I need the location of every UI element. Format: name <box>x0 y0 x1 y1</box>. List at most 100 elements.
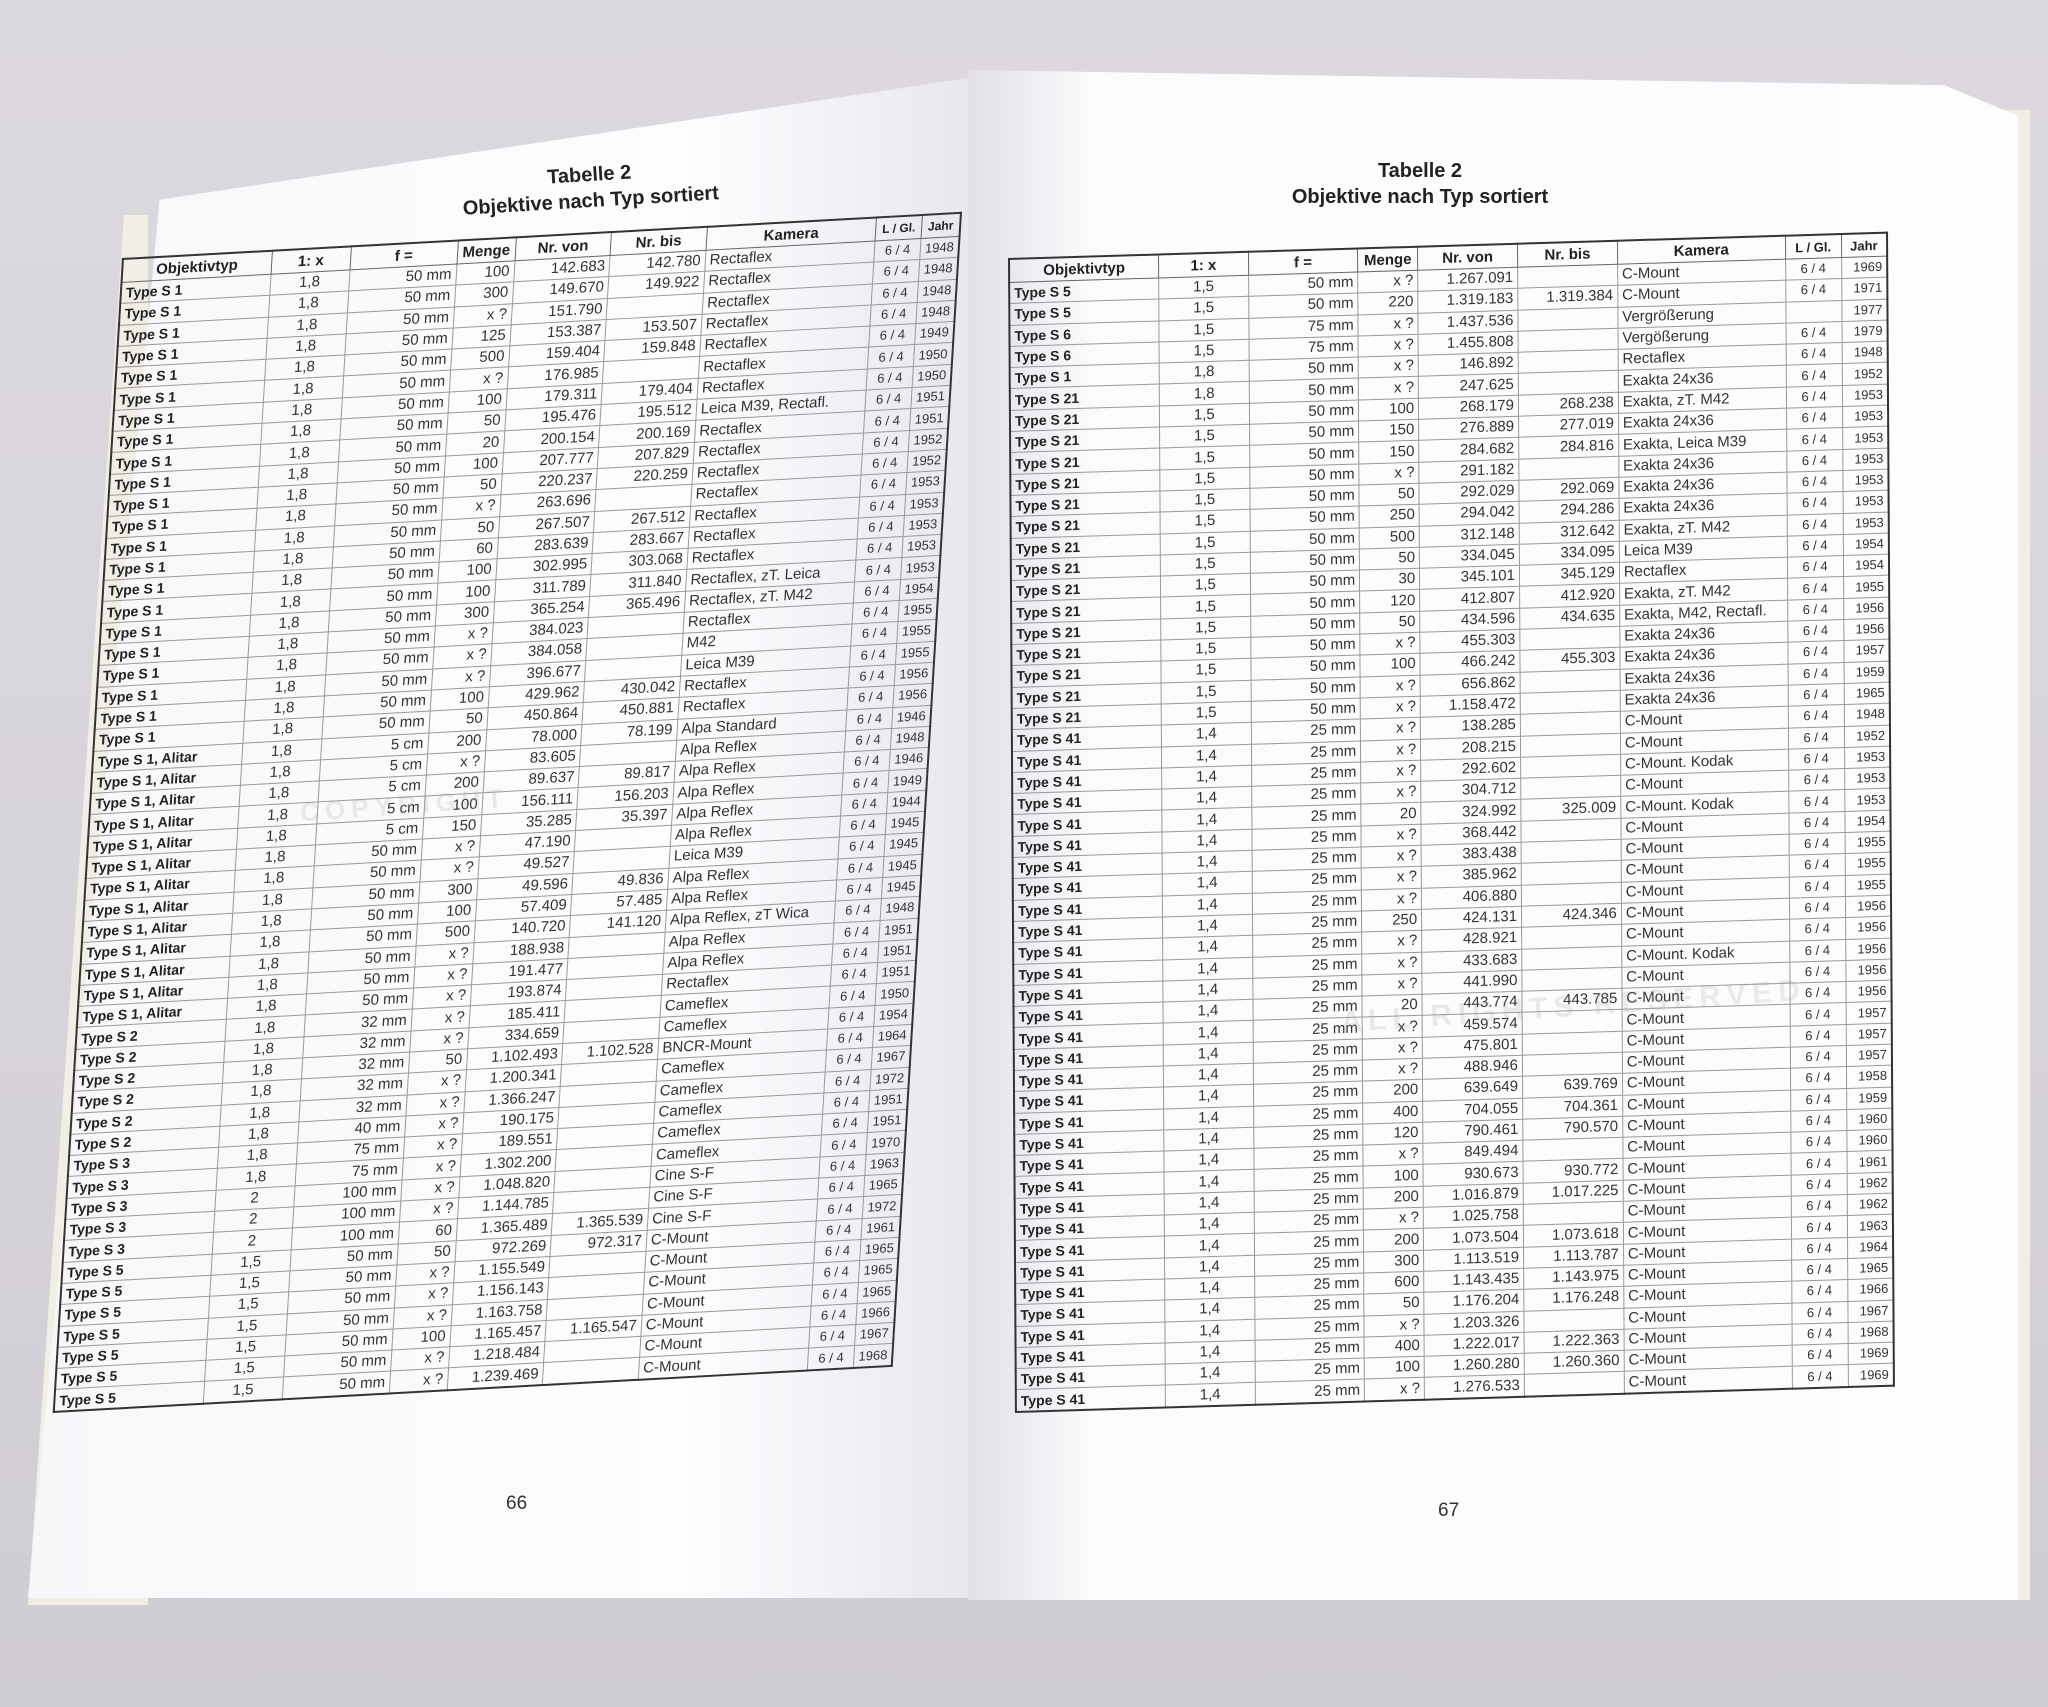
aperture-cell: 1,4 <box>1163 1063 1254 1088</box>
serial-to-cell: 284.816 <box>1518 434 1619 459</box>
aperture-cell: 1,4 <box>1163 1148 1254 1173</box>
year-cell: 1953 <box>1841 383 1889 407</box>
aperture-cell: 1,4 <box>1164 1212 1255 1237</box>
quantity-cell: 200 <box>1363 1185 1424 1210</box>
lenses-groups-cell: 6 / 4 <box>1788 789 1845 813</box>
lenses-groups-cell: 6 / 4 <box>857 515 905 540</box>
quantity-cell: 100 <box>443 452 504 477</box>
aperture-cell: 1,4 <box>1163 1084 1254 1109</box>
serial-from-cell: 1.239.469 <box>446 1363 544 1391</box>
quantity-cell: 120 <box>1362 1122 1424 1146</box>
aperture-cell: 1,5 <box>1159 339 1249 364</box>
serial-to-cell <box>1518 370 1619 395</box>
quantity-cell: 200 <box>427 729 487 754</box>
quantity-cell: x ? <box>1362 1058 1423 1082</box>
year-cell: 1956 <box>1845 958 1892 982</box>
year-cell: 1955 <box>1844 831 1891 854</box>
year-cell: 1945 <box>881 875 922 899</box>
lenses-groups-cell: 6 / 4 <box>811 1282 859 1306</box>
year-cell: 1952 <box>1841 362 1888 386</box>
quantity-cell: 50 <box>442 473 502 499</box>
year-cell: 1950 <box>913 342 954 367</box>
year-cell: 1948 <box>1841 341 1888 364</box>
quantity-cell: x ? <box>410 1006 470 1031</box>
focal-length-cell: 25 mm <box>1254 1358 1365 1383</box>
quantity-cell: 60 <box>438 537 499 563</box>
lenses-groups-cell: 6 / 4 <box>1791 1237 1848 1261</box>
year-cell: 1954 <box>873 1003 914 1027</box>
aperture-cell: 1,4 <box>1161 765 1252 790</box>
quantity-cell: 300 <box>418 878 478 903</box>
aperture-cell: 1,5 <box>1161 679 1251 704</box>
year-cell: 1946 <box>889 747 929 771</box>
serial-from-cell: 1.437.536 <box>1418 309 1519 335</box>
year-cell: 1952 <box>906 449 947 473</box>
serial-to-cell: 292.069 <box>1518 477 1619 502</box>
focal-length-cell: 25 mm <box>1254 1336 1365 1362</box>
serial-from-cell: 292.602 <box>1420 757 1521 782</box>
quantity-cell: x ? <box>400 1176 460 1202</box>
lenses-groups-cell: 6 / 4 <box>829 983 877 1008</box>
serial-to-cell: 1.319.384 <box>1517 285 1618 310</box>
serial-from-cell: 268.179 <box>1418 394 1519 420</box>
year-cell: 1970 <box>866 1130 906 1155</box>
quantity-cell: x ? <box>1361 845 1422 869</box>
col-header-serial-from: Nr. von <box>1417 243 1518 271</box>
year-cell: 1959 <box>1843 660 1890 684</box>
quantity-cell: x ? <box>405 1091 465 1116</box>
year-cell: 1954 <box>1842 532 1889 556</box>
focal-length-cell: 25 mm <box>1253 1209 1364 1234</box>
quantity-cell: 200 <box>1362 1079 1423 1103</box>
serial-from-cell: 292.029 <box>1419 480 1520 505</box>
aperture-cell: 1,4 <box>1164 1169 1254 1194</box>
focal-length-cell: 50 mm <box>1248 272 1358 297</box>
serial-to-cell: 325.009 <box>1520 796 1621 821</box>
serial-from-cell: 276.889 <box>1418 416 1519 441</box>
year-cell: 1960 <box>1846 1108 1893 1131</box>
serial-to-cell <box>1524 1371 1625 1397</box>
focal-length-cell: 25 mm <box>1252 932 1362 957</box>
serial-from-cell: 434.596 <box>1419 607 1520 633</box>
quantity-cell: 250 <box>1361 909 1422 933</box>
quantity-cell: 250 <box>1359 504 1420 528</box>
serial-from-cell: 1.267.091 <box>1417 267 1518 292</box>
aperture-cell: 1,4 <box>1163 1105 1254 1130</box>
year-cell: 1951 <box>910 385 951 409</box>
quantity-cell: 100 <box>417 899 477 925</box>
quantity-cell: 500 <box>450 346 510 371</box>
aperture-cell: 1,4 <box>1164 1191 1254 1216</box>
lenses-groups-cell: 6 / 4 <box>1786 534 1843 558</box>
serial-from-cell: 385.962 <box>1421 863 1522 888</box>
lenses-groups-cell: 6 / 4 <box>1791 1279 1848 1303</box>
lenses-groups-cell: 6 / 4 <box>1786 491 1843 515</box>
lenses-groups-cell: 6 / 4 <box>862 430 910 454</box>
year-cell: 1945 <box>885 811 926 835</box>
serial-from-cell: 424.131 <box>1421 906 1522 931</box>
quantity-cell: x ? <box>409 1027 469 1052</box>
quantity-cell: x ? <box>1358 312 1419 336</box>
quantity-cell: x ? <box>1360 781 1422 805</box>
lenses-groups-cell <box>1785 300 1842 324</box>
aperture-cell: 1,5 <box>1158 317 1249 342</box>
quantity-cell: x ? <box>1360 717 1421 741</box>
quantity-cell: x ? <box>1361 930 1422 954</box>
serial-from-cell: 412.807 <box>1419 586 1520 611</box>
lenses-groups-cell: 6 / 4 <box>854 557 902 582</box>
lenses-groups-cell: 6 / 4 <box>1788 704 1844 728</box>
aperture-cell: 1,4 <box>1165 1361 1255 1386</box>
quantity-cell: 50 <box>446 409 506 435</box>
year-cell: 1971 <box>1841 277 1888 301</box>
serial-to-cell: 790.570 <box>1522 1116 1623 1141</box>
focal-length-cell: 50 mm <box>1249 527 1360 553</box>
quantity-cell: x ? <box>1361 887 1422 911</box>
quantity-cell: x ? <box>392 1304 453 1329</box>
lenses-groups-cell: 6 / 4 <box>872 259 920 284</box>
focal-length-cell: 50 mm <box>1250 612 1361 638</box>
focal-length-cell: 25 mm <box>1251 783 1362 808</box>
year-cell: 1948 <box>918 257 959 282</box>
lenses-groups-cell: 6 / 4 <box>845 707 893 731</box>
quantity-cell: 100 <box>1364 1356 1425 1380</box>
lenses-groups-cell: 6 / 4 <box>1785 278 1842 302</box>
quantity-cell: x ? <box>395 1261 455 1287</box>
aperture-cell: 1,5 <box>202 1377 284 1404</box>
